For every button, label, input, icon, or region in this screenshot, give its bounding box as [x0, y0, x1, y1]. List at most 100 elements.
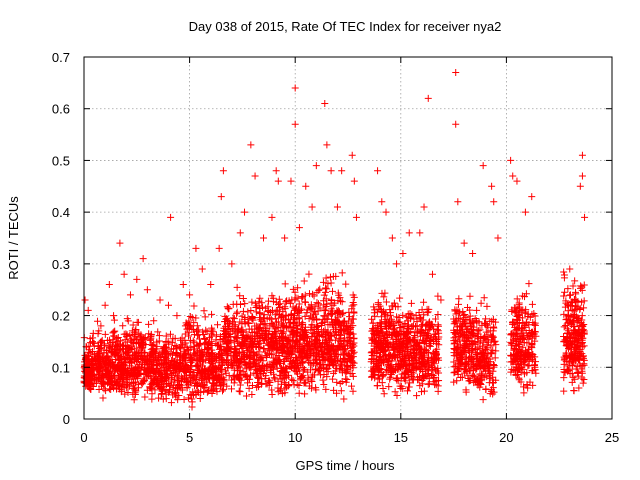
data-point [328, 287, 336, 295]
data-point [124, 389, 132, 397]
data-point [109, 341, 117, 349]
data-point [465, 316, 473, 324]
data-point [310, 292, 318, 300]
data-point [338, 167, 346, 175]
data-point [265, 329, 273, 337]
data-point [335, 329, 343, 337]
data-point [106, 356, 114, 364]
data-point [295, 300, 303, 308]
data-point [459, 311, 467, 319]
data-point [399, 311, 407, 319]
data-point [283, 353, 291, 361]
data-point [82, 363, 90, 371]
data-point [306, 290, 314, 298]
data-point [145, 320, 153, 328]
data-point [173, 385, 181, 393]
data-point [512, 371, 520, 379]
data-point [301, 298, 309, 306]
data-point [413, 392, 421, 400]
data-point [299, 357, 307, 365]
data-point [395, 313, 403, 321]
data-point [236, 388, 244, 396]
data-point [119, 342, 127, 350]
data-point [526, 378, 534, 386]
data-point [251, 172, 259, 180]
data-point [343, 376, 351, 384]
data-point [413, 329, 421, 337]
data-point [182, 361, 190, 369]
data-point [308, 378, 316, 386]
data-point [310, 360, 318, 368]
data-point [224, 305, 232, 313]
data-point [531, 328, 539, 336]
data-point [282, 380, 290, 388]
data-point [379, 347, 387, 355]
data-point [139, 255, 147, 263]
data-point [396, 318, 404, 326]
data-point [89, 329, 97, 337]
data-point [399, 250, 407, 258]
data-point [164, 301, 172, 309]
data-point [322, 307, 330, 315]
data-point [320, 364, 328, 372]
data-point [89, 373, 97, 381]
data-point [282, 322, 290, 330]
data-point [337, 339, 345, 347]
data-point [326, 273, 334, 281]
data-point [464, 328, 472, 336]
data-point [224, 324, 232, 332]
data-point [143, 369, 151, 377]
data-point [350, 334, 358, 342]
data-point [295, 224, 303, 232]
data-point [342, 280, 350, 288]
data-point [220, 330, 228, 338]
data-point [510, 345, 518, 353]
data-point [434, 387, 442, 395]
data-point [397, 357, 405, 365]
data-point [166, 330, 174, 338]
data-point [248, 314, 256, 322]
data-point [268, 343, 276, 351]
data-point [172, 391, 180, 399]
data-point [419, 337, 427, 345]
data-point [159, 364, 167, 372]
data-point [306, 347, 314, 355]
data-point [260, 367, 268, 375]
data-point [334, 307, 342, 315]
data-point [225, 337, 233, 345]
data-point [143, 286, 151, 294]
data-point [334, 297, 342, 305]
data-point [311, 341, 319, 349]
data-point [167, 213, 175, 221]
data-point [241, 371, 249, 379]
data-point [268, 306, 276, 314]
data-point [525, 361, 533, 369]
data-point [241, 340, 249, 348]
data-point [412, 311, 420, 319]
data-point [140, 376, 148, 384]
data-point [125, 355, 133, 363]
x-tick-label: 20 [499, 430, 513, 445]
data-point [240, 331, 248, 339]
data-point [245, 333, 253, 341]
data-point [114, 381, 122, 389]
data-point [330, 386, 338, 394]
data-point [336, 325, 344, 333]
data-point [379, 385, 387, 393]
data-point [139, 377, 147, 385]
data-point [573, 345, 581, 353]
data-point [577, 284, 585, 292]
data-point [434, 377, 442, 385]
data-point [296, 306, 304, 314]
data-point [569, 282, 577, 290]
data-point [291, 120, 299, 128]
data-point [248, 298, 256, 306]
data-point [127, 335, 135, 343]
data-point [387, 315, 395, 323]
data-point [483, 355, 491, 363]
data-point [576, 182, 584, 190]
data-point [256, 294, 264, 302]
data-point [119, 322, 127, 330]
data-point [189, 388, 197, 396]
data-point [333, 389, 341, 397]
